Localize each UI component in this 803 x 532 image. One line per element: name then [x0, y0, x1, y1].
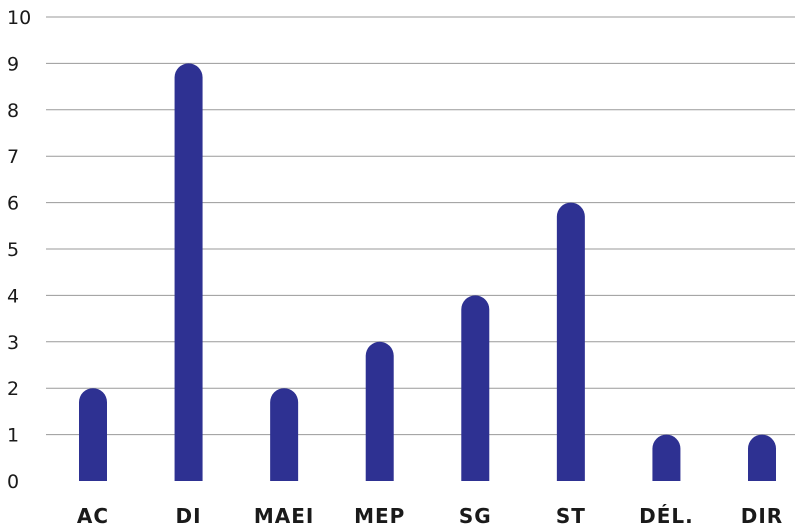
- y-tick-label: 9: [7, 53, 19, 75]
- y-tick-label: 1: [7, 425, 19, 447]
- y-tick-label: 0: [7, 471, 19, 493]
- gridlines: [46, 16, 795, 436]
- y-tick-label: 6: [7, 193, 19, 215]
- bar-sg: [461, 295, 490, 481]
- y-tick-label: 7: [7, 146, 19, 168]
- y-tick-label: 5: [7, 239, 19, 261]
- bar-st: [556, 202, 585, 481]
- x-category-label: DIR: [741, 504, 783, 528]
- y-tick-label: 4: [7, 285, 19, 307]
- bar-dir: [748, 434, 776, 481]
- y-tick-label: 8: [7, 100, 19, 122]
- x-category-label: ST: [556, 504, 586, 528]
- x-category-label: MEP: [354, 504, 405, 528]
- x-category-label: MAEI: [254, 504, 314, 528]
- bar-maei: [270, 388, 299, 481]
- y-axis-ticks: 0 1 2 3 4 5 6 7 8 9 10: [7, 7, 31, 493]
- x-category-label: DI: [176, 504, 202, 528]
- y-tick-label: 3: [7, 332, 19, 354]
- bar-di: [174, 63, 203, 482]
- y-tick-label: 10: [7, 7, 31, 29]
- y-tick-label: 2: [7, 378, 19, 400]
- x-category-label: SG: [459, 504, 492, 528]
- x-axis-labels: AC DI MAEI MEP SG ST DÉL. DIR: [77, 504, 783, 528]
- bar-mep: [365, 341, 394, 481]
- bars: [79, 63, 776, 482]
- bar-dél: [652, 434, 681, 481]
- x-category-label: DÉL.: [639, 504, 694, 528]
- x-category-label: AC: [77, 504, 109, 528]
- bar-ac: [79, 388, 107, 481]
